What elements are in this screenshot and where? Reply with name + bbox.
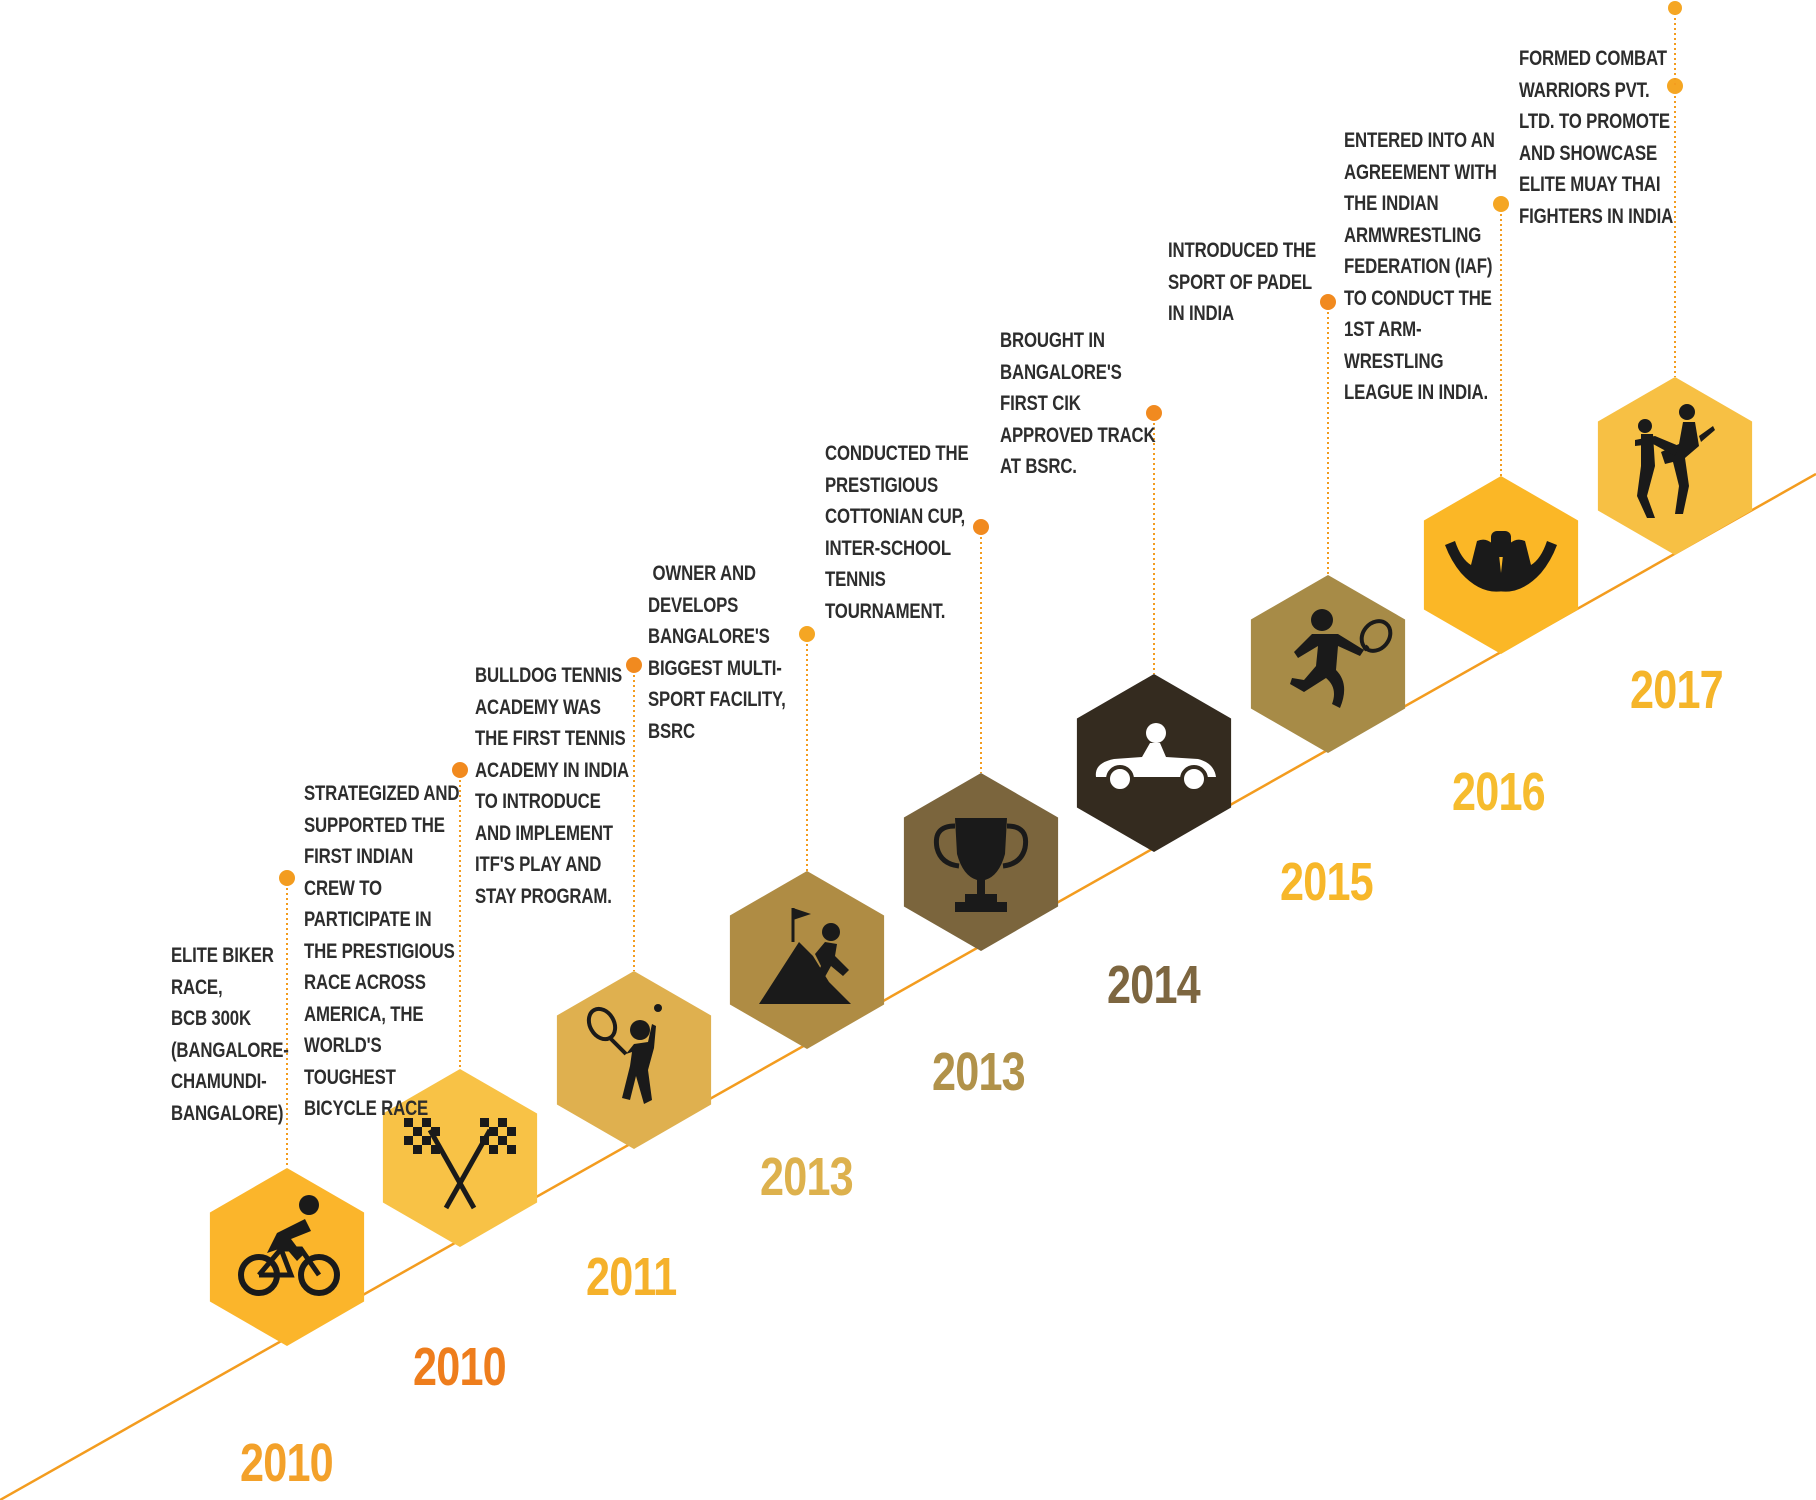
- milestone-hexagon: [209, 1168, 365, 1346]
- description-line: RACE ACROSS: [304, 971, 426, 994]
- connector-dot: [799, 626, 815, 642]
- milestone-description: CONDUCTED THE PRESTIGIOUS COTTONIAN CUP, IN…: [825, 438, 969, 627]
- description-line: TOUGHEST: [304, 1065, 396, 1089]
- description-line: ACADEMY IN INDIA: [475, 758, 629, 782]
- connector-dot: [1146, 405, 1162, 421]
- milestone-year: 2010: [413, 1337, 507, 1397]
- description-line: AND IMPLEMENT: [475, 821, 613, 845]
- description-line: ELITE BIKER: [171, 944, 274, 967]
- description-line: INTER-SCHOOL: [825, 536, 951, 560]
- milestone-description: ELITE BIKER RACE, BCB 300K (BANGALORE- CHAMU…: [171, 940, 289, 1129]
- milestone-description: BROUGHT IN BANGALORE'S FIRST CIK APPROVED T…: [1000, 325, 1156, 483]
- description-line: BULLDOG TENNIS: [475, 664, 623, 687]
- description-line: STRATEGIZED AND: [304, 782, 460, 805]
- connector-dot: [1667, 78, 1683, 94]
- description-line: INTRODUCED THE: [1168, 239, 1317, 262]
- description-line: TOURNAMENT.: [825, 599, 946, 623]
- description-line: BICYCLE RACE: [304, 1097, 429, 1120]
- milestone-year: 2015: [1280, 852, 1374, 912]
- description-line: WARRIORS PVT.: [1519, 78, 1650, 102]
- description-line: TO CONDUCT THE: [1344, 286, 1492, 310]
- description-line: BIGGEST MULTI-: [648, 656, 782, 680]
- description-line: ENTERED INTO AN: [1344, 129, 1495, 152]
- milestone-year: 2013: [932, 1042, 1026, 1102]
- connectors: [279, 1, 1683, 1168]
- description-line: WORLD'S: [304, 1034, 382, 1057]
- milestone-year: 2017: [1630, 660, 1724, 720]
- description-line: LEAGUE IN INDIA.: [1344, 381, 1488, 404]
- description-line: APPROVED TRACK: [1000, 423, 1156, 447]
- description-line: TENNIS: [825, 568, 886, 591]
- description-line: STAY PROGRAM.: [475, 884, 612, 908]
- connector-dot: [1320, 294, 1336, 310]
- milestone-year: 2013: [760, 1147, 854, 1207]
- connector-dot: [626, 657, 642, 673]
- description-line: FEDERATION (IAF): [1344, 255, 1493, 278]
- description-line: BANGALORE): [171, 1101, 284, 1125]
- description-line: RACE,: [171, 975, 223, 999]
- description-line: SPORT FACILITY,: [648, 688, 786, 711]
- description-line: ITF'S PLAY AND: [475, 853, 602, 876]
- description-line: THE FIRST TENNIS: [475, 727, 626, 750]
- milestone-description: FORMED COMBAT WARRIORS PVT. LTD. TO PROMOT…: [1519, 43, 1673, 232]
- description-line: CHAMUNDI-: [171, 1070, 267, 1093]
- milestone-hexagon: [382, 1069, 538, 1247]
- description-line: PRESTIGIOUS: [825, 473, 939, 497]
- milestone-year: 2011: [586, 1247, 677, 1307]
- connector-dot: [279, 870, 295, 886]
- description-line: ACADEMY WAS: [475, 695, 601, 719]
- description-line: WRESTLING: [1344, 349, 1444, 373]
- description-line: AT BSRC.: [1000, 455, 1077, 478]
- description-line: BANGALORE'S: [648, 625, 770, 648]
- description-line: AGREEMENT WITH: [1344, 160, 1497, 184]
- description-line: IN INDIA: [1168, 302, 1234, 325]
- description-line: THE PRESTIGIOUS: [304, 939, 455, 963]
- description-line: OWNER AND: [648, 562, 757, 585]
- milestone-hexagons: [209, 377, 1753, 1346]
- milestone-year: 2010: [240, 1433, 334, 1493]
- description-line: AMERICA, THE: [304, 1002, 424, 1026]
- description-line: CONDUCTED THE: [825, 442, 969, 465]
- connector-dot: [452, 762, 468, 778]
- connector-dot: [1668, 1, 1682, 15]
- description-line: LTD. TO PROMOTE: [1519, 110, 1670, 133]
- description-line: DEVELOPS: [648, 593, 739, 617]
- description-line: BROUGHT IN: [1000, 329, 1105, 352]
- description-line: FIRST CIK: [1000, 392, 1081, 415]
- description-line: BCB 300K: [171, 1007, 251, 1030]
- description-line: THE INDIAN: [1344, 192, 1439, 215]
- description-line: 1ST ARM-: [1344, 318, 1422, 341]
- milestone-description: OWNER AND DEVELOPS BANGALORE'S BIGGEST MULT…: [648, 558, 786, 747]
- milestone-hexagon: [1423, 476, 1579, 654]
- connector-dot: [973, 519, 989, 535]
- description-line: ARMWRESTLING: [1344, 223, 1482, 247]
- description-line: TO INTRODUCE: [475, 790, 601, 813]
- description-line: PARTICIPATE IN: [304, 908, 432, 931]
- description-line: BSRC: [648, 719, 695, 743]
- description-line: (BANGALORE-: [171, 1038, 289, 1062]
- description-line: FIGHTERS IN INDIA: [1519, 204, 1674, 228]
- description-line: SPORT OF PADEL: [1168, 270, 1312, 294]
- milestone-year: 2016: [1452, 762, 1546, 822]
- description-line: BANGALORE'S: [1000, 360, 1122, 384]
- description-line: CREW TO: [304, 876, 382, 900]
- milestone-description: STRATEGIZED AND SUPPORTED THE FIRST INDIAN…: [304, 778, 459, 1125]
- description-line: FORMED COMBAT: [1519, 47, 1667, 70]
- description-line: ELITE MUAY THAI: [1519, 173, 1661, 196]
- description-line: AND SHOWCASE: [1519, 141, 1658, 165]
- milestone-year: 2014: [1107, 955, 1201, 1015]
- milestone-description: ENTERED INTO AN AGREEMENT WITH THE INDIAN A…: [1344, 125, 1497, 409]
- connector-dot: [1493, 196, 1509, 212]
- description-line: SUPPORTED THE: [304, 813, 445, 837]
- milestone-description: BULLDOG TENNIS ACADEMY WAS THE FIRST TENNI…: [475, 660, 629, 912]
- description-line: FIRST INDIAN: [304, 845, 414, 868]
- milestone-description: INTRODUCED THE SPORT OF PADEL IN INDIA: [1168, 235, 1316, 330]
- description-line: COTTONIAN CUP,: [825, 505, 965, 528]
